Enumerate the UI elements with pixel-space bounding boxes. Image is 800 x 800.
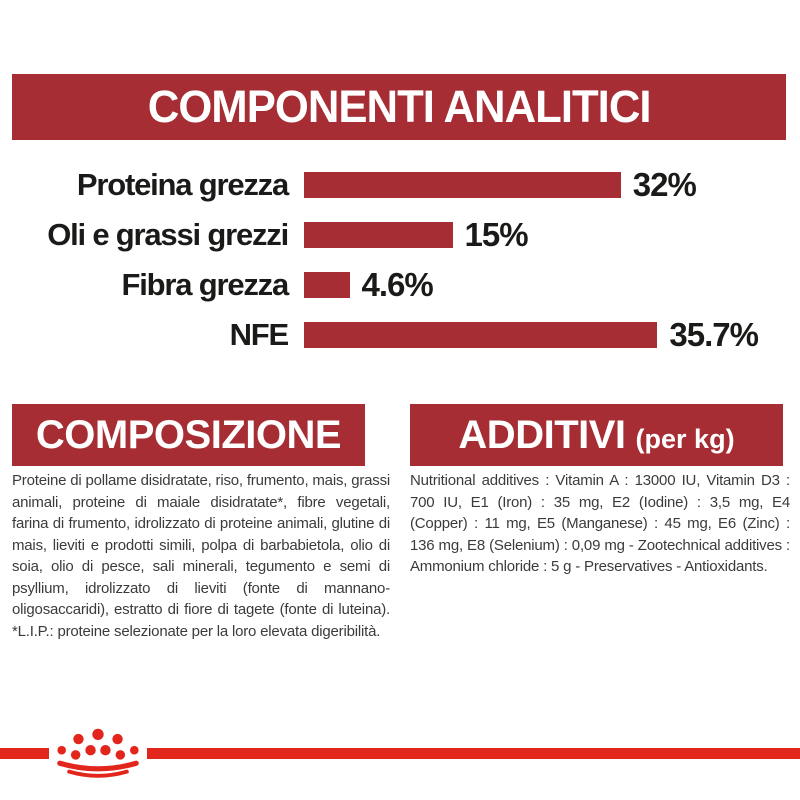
- chart-value-label: 4.6%: [361, 266, 434, 303]
- composition-body-text: Proteine di pollame disidratate, riso, f…: [12, 472, 390, 640]
- analytical-components-header: COMPONENTI ANALITICI: [12, 74, 786, 140]
- additives-title: ADDITIVI: [458, 413, 626, 457]
- chart-category-label: Oli e grassi grezzi: [47, 217, 289, 252]
- chart-bar: [304, 172, 621, 198]
- chart-bar: [304, 322, 658, 348]
- chart-category-label: NFE: [229, 317, 290, 352]
- chart-row: Oli e grassi grezzi 15%: [0, 210, 800, 260]
- chart-value-label: 32%: [632, 166, 697, 203]
- additives-subtitle: (per kg): [635, 424, 735, 454]
- analytical-components-title: COMPONENTI ANALITICI: [147, 81, 652, 132]
- chart-category-label: Fibra grezza: [121, 267, 290, 302]
- additives-header: ADDITIVI (per kg): [410, 404, 783, 466]
- composition-title: COMPOSIZIONE: [35, 413, 342, 457]
- analytical-components-bar-chart: Proteina grezza 32% Oli e grassi grezzi 15%…: [0, 160, 800, 360]
- chart-row: NFE 35.7%: [0, 310, 800, 360]
- chart-row: Proteina grezza 32%: [0, 160, 800, 210]
- chart-row: Fibra grezza 4.6%: [0, 260, 800, 310]
- additives-body-text: Nutritional additives : Vitamin A : 1300…: [410, 472, 790, 575]
- footer-divider-line: [0, 748, 800, 759]
- chart-category-label: Proteina grezza: [76, 167, 289, 202]
- chart-value-label: 35.7%: [669, 316, 759, 353]
- chart-value-label: 15%: [464, 216, 529, 253]
- chart-bar: [304, 222, 453, 248]
- royal-canin-crown-icon: [49, 722, 147, 784]
- composition-header: COMPOSIZIONE: [12, 404, 365, 466]
- chart-bar: [304, 272, 350, 298]
